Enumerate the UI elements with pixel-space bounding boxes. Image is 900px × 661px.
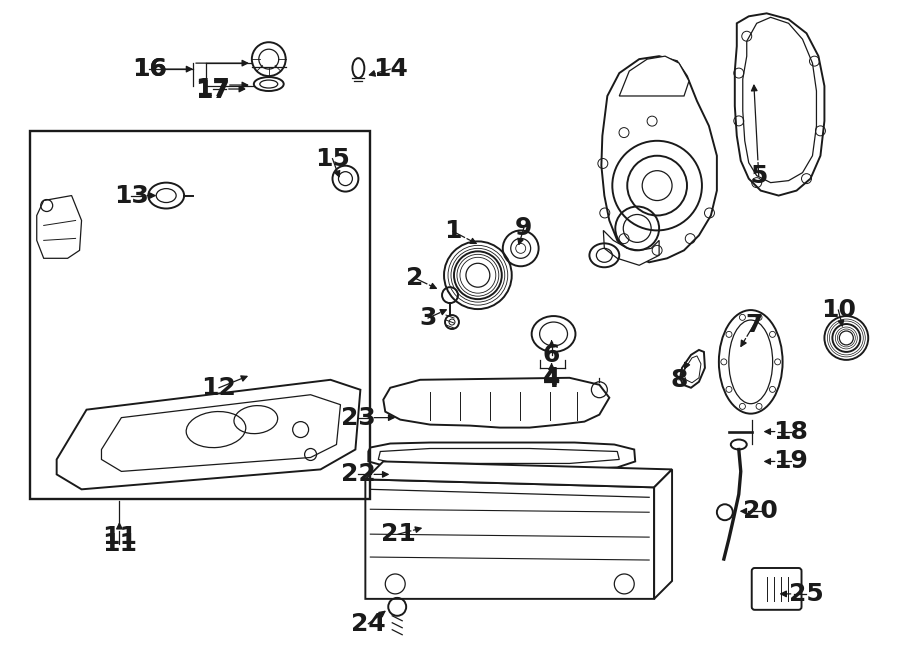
Text: 16: 16	[131, 57, 166, 81]
Text: 25: 25	[789, 582, 824, 606]
Text: 19: 19	[773, 449, 808, 473]
Text: 7: 7	[745, 313, 762, 337]
Text: 3: 3	[419, 306, 436, 330]
Text: 1: 1	[445, 219, 462, 243]
Polygon shape	[619, 56, 689, 96]
Text: 14: 14	[373, 57, 408, 81]
FancyBboxPatch shape	[752, 568, 802, 610]
Polygon shape	[383, 378, 609, 428]
Text: 20: 20	[743, 499, 778, 524]
Text: 4: 4	[543, 366, 561, 390]
Text: 12: 12	[202, 375, 237, 400]
Polygon shape	[734, 13, 824, 196]
Text: 24: 24	[351, 612, 386, 636]
Polygon shape	[365, 461, 672, 487]
Polygon shape	[654, 469, 672, 599]
Text: 4: 4	[543, 368, 561, 392]
Text: 9: 9	[515, 216, 533, 241]
Polygon shape	[37, 196, 82, 258]
Polygon shape	[57, 380, 360, 489]
Text: 17: 17	[195, 77, 230, 101]
Text: 13: 13	[114, 184, 148, 208]
Text: 8: 8	[670, 368, 688, 392]
Text: 11: 11	[102, 525, 137, 549]
Text: 23: 23	[341, 406, 376, 430]
Text: 21: 21	[381, 522, 416, 546]
Text: 17: 17	[195, 79, 230, 103]
Polygon shape	[603, 231, 659, 265]
Text: 15: 15	[315, 147, 350, 171]
Text: 6: 6	[543, 343, 561, 367]
Polygon shape	[365, 479, 654, 599]
Polygon shape	[368, 442, 635, 469]
Bar	[30, 131, 370, 499]
Text: 11: 11	[102, 532, 137, 556]
Text: 2: 2	[407, 266, 424, 290]
Text: 10: 10	[821, 298, 856, 322]
Polygon shape	[601, 56, 717, 262]
Text: 5: 5	[750, 164, 768, 188]
Text: 18: 18	[773, 420, 808, 444]
Text: 16: 16	[131, 57, 166, 81]
Text: 22: 22	[341, 463, 376, 486]
Polygon shape	[680, 350, 705, 388]
